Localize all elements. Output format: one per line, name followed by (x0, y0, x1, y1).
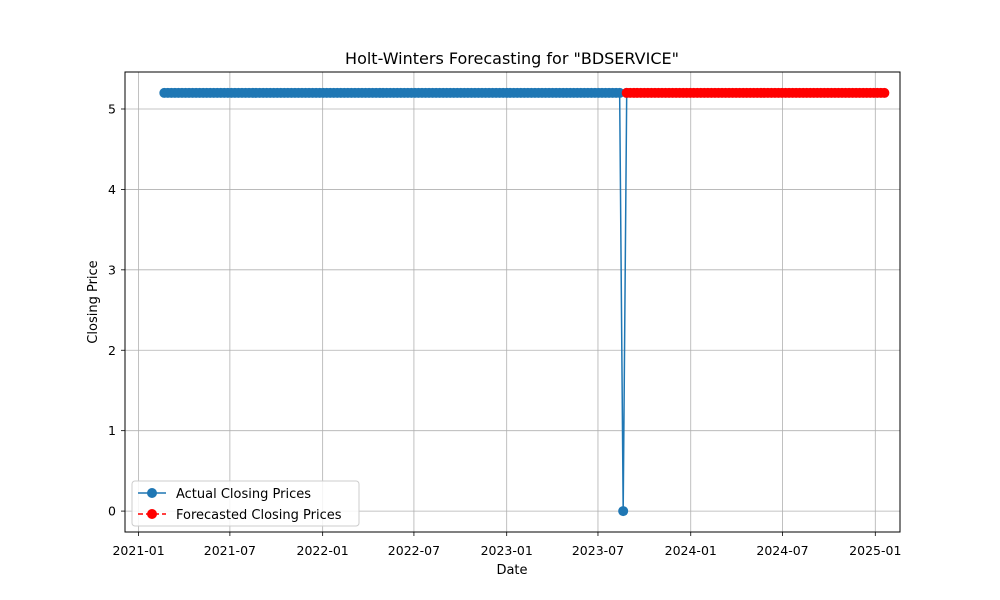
x-axis-label: Date (496, 563, 527, 578)
y-tick-label: 4 (108, 182, 116, 197)
legend-marker-forecast (147, 509, 157, 519)
y-tick-label: 1 (108, 423, 116, 438)
y-tick-label: 2 (108, 343, 116, 358)
x-tick-label: 2022-07 (388, 543, 440, 558)
x-tick-label: 2021-01 (112, 543, 164, 558)
legend: Actual Closing Prices Forecasted Closing… (131, 480, 360, 527)
x-tick-label: 2024-07 (756, 543, 808, 558)
y-axis-label: Closing Price (86, 260, 101, 343)
y-tick-label: 5 (108, 101, 116, 116)
y-tick-label: 0 (108, 504, 116, 519)
x-tick-label: 2025-01 (849, 543, 901, 558)
legend-box (131, 480, 360, 527)
data-point-actual (614, 87, 625, 98)
x-tick-label: 2022-01 (297, 543, 349, 558)
grid (125, 72, 900, 532)
y-tick-label: 3 (108, 262, 116, 277)
x-axis: 2021-01 2021-07 2022-01 2022-07 2023-01 2023-… (112, 532, 901, 558)
legend-label-actual: Actual Closing Prices (176, 487, 311, 502)
chart-title: Holt-Winters Forecasting for "BDSERVICE" (345, 49, 679, 68)
series-forecast (621, 87, 890, 98)
legend-marker-actual (147, 488, 157, 498)
x-tick-label: 2021-07 (204, 543, 256, 558)
x-tick-label: 2023-07 (572, 543, 624, 558)
plot-series (159, 87, 890, 517)
plot-frame (124, 71, 901, 533)
data-point-forecast (879, 87, 890, 98)
series-line-actual (164, 92, 628, 512)
legend-label-forecast: Forecasted Closing Prices (176, 508, 342, 523)
y-axis: 0 1 2 3 4 5 (108, 101, 125, 519)
series-actual (159, 87, 632, 517)
x-tick-label: 2024-01 (665, 543, 717, 558)
data-point-actual (618, 506, 629, 517)
x-tick-label: 2023-01 (481, 543, 533, 558)
